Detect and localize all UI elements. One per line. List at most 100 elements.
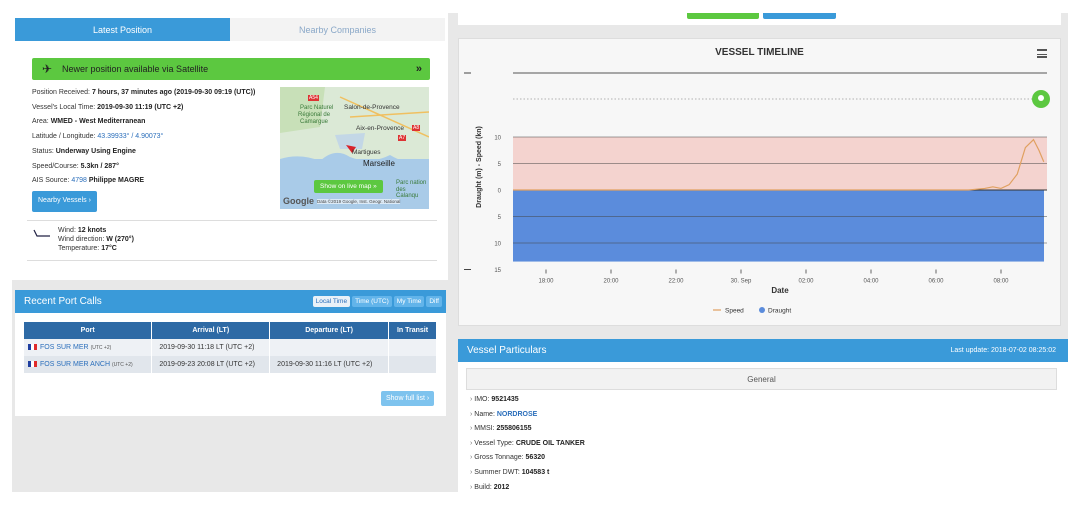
weather-info: Wind: 12 knots Wind direction: W (270°) …	[32, 226, 134, 253]
local-time-label: Vessel's Local Time:	[32, 103, 96, 111]
wind-dir-label: Wind direction:	[58, 236, 105, 243]
list-item: Gross Tonnage: 56320	[470, 451, 585, 466]
map-label-a7: A7	[398, 135, 407, 141]
table-row: FOS SUR MER (UTC +2) 2019-09-30 11:18 LT…	[24, 339, 437, 356]
wind-arrow-icon	[33, 229, 50, 237]
transit-cell	[388, 339, 437, 356]
france-flag-icon	[28, 344, 37, 351]
vessel-type-label: Vessel Type:	[474, 439, 514, 447]
departure-cell: 2019-09-30 11:16 LT (UTC +2)	[269, 356, 390, 373]
toggle-diff[interactable]: Diff	[426, 296, 442, 307]
summer-dwt-label: Summer DWT:	[474, 468, 520, 476]
map-label-marseille: Marseille	[363, 159, 396, 168]
status-label: Status:	[32, 147, 54, 155]
toggle-time-utc[interactable]: Time (UTC)	[352, 296, 392, 307]
port-tz: (UTC +2)	[90, 345, 112, 351]
position-tabs: Latest Position Nearby Companies	[15, 18, 445, 41]
port-cell: FOS SUR MER (UTC +2)	[24, 339, 153, 356]
position-map[interactable]: A54 Parc Naturel Régional de Camargue Sa…	[280, 87, 429, 209]
latest-position-panel: Latest Position Nearby Companies ✈ Newer…	[12, 13, 448, 280]
ais-id-link[interactable]: 4798	[71, 177, 87, 185]
map-label-camargue: Camargue	[300, 119, 329, 125]
mmsi-value: 255806155	[496, 425, 532, 433]
list-item: MMSI: 255806155	[470, 422, 585, 437]
tab-nearby-companies[interactable]: Nearby Companies	[230, 18, 445, 41]
nearby-vessels-button[interactable]: Nearby Vessels ›	[32, 190, 97, 212]
divider	[27, 220, 437, 221]
list-item: Build: 2012	[470, 481, 585, 492]
y-tick-label: 10	[494, 242, 501, 248]
timeline-chart: 10 5 0 5 10 15 18:00 20:00 22:00 30. Sep 02:00 04:0…	[464, 72, 1050, 315]
latlon-value[interactable]: 43.39933° / 4.90073°	[97, 133, 164, 141]
arrival-cell: 2019-09-30 11:18 LT (UTC +2)	[151, 339, 271, 356]
particulars-list: IMO: 9521435 Name: NORDROSE MMSI: 255806…	[470, 393, 585, 492]
position-info: Position Received: 7 hours, 37 minutes a…	[32, 86, 282, 212]
departure-cell	[269, 339, 390, 356]
y-tick-label: 15	[494, 268, 501, 274]
col-port[interactable]: Port	[24, 322, 153, 339]
latlon-label: Latitude / Longitude:	[32, 133, 96, 141]
general-section-header[interactable]: General	[466, 368, 1057, 390]
build-value: 2012	[493, 483, 510, 491]
particulars-title: Vessel Particulars	[467, 345, 547, 356]
map-label-calanques: des Calanqu	[396, 187, 419, 199]
port-calls-header: Recent Port Calls Local Time Time (UTC) …	[15, 290, 446, 313]
toggle-local-time[interactable]: Local Time	[312, 296, 351, 307]
y-axis-label: Draught (m) - Speed (kn)	[476, 126, 483, 208]
port-calls-table: Port Arrival (LT) Departure (LT) In Tran…	[24, 322, 437, 373]
y-tick-label: 10	[494, 136, 501, 142]
show-full-list-button[interactable]: Show full list ›	[381, 391, 435, 406]
port-calls-title: Recent Port Calls	[24, 296, 102, 307]
summer-dwt-value: 104583 t	[521, 468, 550, 476]
map-label-a8: A8	[412, 125, 421, 131]
build-label: Build:	[474, 483, 492, 491]
ais-label: AIS Source:	[32, 177, 70, 185]
ais-name: Philippe MAGRE	[88, 177, 145, 185]
wind-value: 12	[77, 227, 86, 234]
name-value: NORDROSE	[496, 410, 538, 418]
hamburger-menu-icon[interactable]	[1037, 49, 1047, 58]
x-axis-label: Date	[771, 286, 789, 295]
area-label: Area:	[32, 118, 49, 126]
speed-value: 5.3kn / 287°	[80, 162, 119, 170]
transit-cell	[388, 356, 437, 373]
toggle-my-time[interactable]: My Time	[393, 296, 425, 307]
x-tick-label: 06:00	[928, 279, 944, 285]
top-green-button[interactable]	[687, 13, 759, 19]
x-tick-label: 20:00	[603, 279, 619, 285]
port-link[interactable]: FOS SUR MER	[40, 344, 89, 351]
satellite-text: Newer position available via Satellite	[62, 64, 209, 74]
status-value: Underway Using Engine	[55, 147, 136, 155]
tab-latest-position[interactable]: Latest Position	[15, 18, 230, 41]
app-window: Latest Position Nearby Companies ✈ Newer…	[12, 13, 1068, 492]
imo-value: 9521435	[491, 396, 519, 403]
satellite-banner[interactable]: ✈ Newer position available via Satellite…	[32, 58, 430, 80]
mmsi-label: MMSI:	[474, 425, 495, 433]
particulars-header: Vessel Particulars Last update: 2018-07-…	[458, 339, 1068, 362]
y-tick-label: 5	[498, 215, 502, 221]
satellite-icon: ✈	[41, 62, 53, 76]
speed-line	[513, 138, 1045, 191]
col-departure[interactable]: Departure (LT)	[269, 322, 390, 339]
port-link[interactable]: FOS SUR MER ANCH	[40, 361, 111, 368]
col-in-transit[interactable]: In Transit	[388, 322, 437, 339]
legend-speed-label: Speed	[725, 308, 744, 315]
vessel-particulars-panel: Vessel Particulars Last update: 2018-07-…	[458, 339, 1068, 492]
top-blue-button[interactable]	[763, 13, 836, 19]
top-strip	[458, 13, 1061, 25]
speed-label: Speed/Course:	[32, 162, 79, 170]
port-cell: FOS SUR MER ANCH (UTC +2)	[24, 356, 153, 373]
double-chevron-right-icon: »	[415, 63, 422, 75]
draught-area	[513, 190, 1044, 262]
wind-dir-value: W (270°)	[106, 236, 134, 243]
arrival-cell: 2019-09-23 20:08 LT (UTC +2)	[151, 356, 271, 373]
col-arrival[interactable]: Arrival (LT)	[151, 322, 271, 339]
show-live-map-button[interactable]: Show on live map »	[314, 180, 383, 193]
list-item: IMO: 9521435	[470, 393, 585, 408]
table-row: FOS SUR MER ANCH (UTC +2) 2019-09-23 20:…	[24, 356, 437, 373]
divider	[27, 260, 437, 261]
x-tick-label: 08:00	[993, 279, 1009, 285]
map-label-a54: A54	[308, 95, 319, 101]
imo-label: IMO:	[474, 396, 490, 403]
location-pin-dot	[1038, 95, 1044, 101]
